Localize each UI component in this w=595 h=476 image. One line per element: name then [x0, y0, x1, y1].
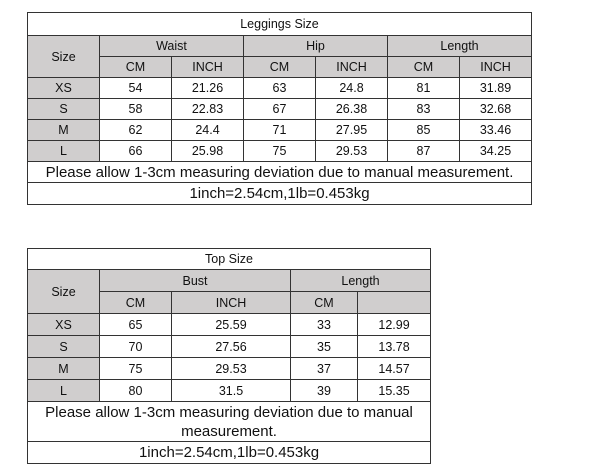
value-cell: 70 [99, 335, 172, 358]
value-cell: 63 [243, 77, 316, 99]
table-row: Top Size [26, 248, 432, 270]
size-header: Size [27, 35, 100, 78]
unit-header: INCH [458, 56, 533, 78]
value-cell: 37 [290, 357, 358, 380]
unit-header: CM [99, 291, 172, 314]
table-row: Please allow 1-3cm measuring deviation d… [26, 161, 533, 183]
table-row: XS 65 25.59 33 12.99 [27, 313, 432, 336]
size-cell: L [27, 140, 100, 162]
value-cell: 32.68 [458, 98, 533, 120]
size-cell: S [27, 335, 100, 358]
unit-header [356, 291, 432, 314]
table-row: Size Bust Length [27, 269, 432, 314]
table-row: Leggings Size [26, 12, 533, 36]
value-cell: 21.26 [171, 77, 244, 99]
table-row: M 75 29.53 37 14.57 [27, 357, 432, 380]
table-row: Size Waist Hip Length [27, 35, 533, 78]
table-row: 1inch=2.54cm,1lb=0.453kg [26, 441, 432, 464]
table-row: Please allow 1-3cm measuring deviation d… [26, 401, 432, 442]
table-row: 1inch=2.54cm,1lb=0.453kg [26, 182, 533, 205]
value-cell: 33 [290, 313, 358, 336]
value-cell: 75 [243, 140, 316, 162]
value-cell: 71 [243, 119, 316, 141]
value-cell: 12.99 [356, 313, 432, 336]
group-header: Waist [99, 35, 244, 57]
value-cell: 27.56 [171, 335, 291, 358]
table-row: CM INCH CM [28, 291, 432, 314]
value-cell: 67 [243, 98, 316, 120]
value-cell: 81 [387, 77, 460, 99]
note: Please allow 1-3cm measuring deviation d… [26, 161, 533, 183]
unit-header: CM [99, 56, 172, 78]
value-cell: 83 [387, 98, 460, 120]
table-row: L 66 25.98 75 29.53 87 34.25 [27, 140, 533, 162]
unit-header: INCH [315, 56, 388, 78]
table-title: Leggings Size [26, 12, 533, 36]
size-cell: M [27, 357, 100, 380]
size-cell: XS [27, 77, 100, 99]
top-table: Top Size Size Bust Length CM INCH CM XS 65 25.59 3… [26, 248, 432, 464]
value-cell: 22.83 [171, 98, 244, 120]
unit-header: CM [387, 56, 460, 78]
value-cell: 87 [387, 140, 460, 162]
unit-header: CM [290, 291, 358, 314]
group-header: Length [386, 35, 533, 57]
value-cell: 39 [290, 379, 358, 402]
value-cell: 65 [99, 313, 172, 336]
size-cell: S [27, 98, 100, 120]
value-cell: 24.8 [315, 77, 388, 99]
value-cell: 62 [99, 119, 172, 141]
table-row: S 58 22.83 67 26.38 83 32.68 [27, 98, 533, 120]
conversion: 1inch=2.54cm,1lb=0.453kg [26, 441, 432, 464]
value-cell: 24.4 [171, 119, 244, 141]
value-cell: 31.89 [458, 77, 533, 99]
value-cell: 54 [99, 77, 172, 99]
value-cell: 13.78 [356, 335, 432, 358]
conversion: 1inch=2.54cm,1lb=0.453kg [26, 182, 533, 205]
value-cell: 85 [387, 119, 460, 141]
value-cell: 25.98 [171, 140, 244, 162]
value-cell: 33.46 [458, 119, 533, 141]
table-row: XS 54 21.26 63 24.8 81 31.89 [27, 77, 533, 99]
table-row: CM INCH CM INCH CM INCH [28, 56, 533, 78]
group-header: Bust [99, 269, 291, 292]
value-cell: 58 [99, 98, 172, 120]
value-cell: 26.38 [315, 98, 388, 120]
value-cell: 29.53 [315, 140, 388, 162]
leggings-table: Leggings Size Size Waist Hip Length CM INCH CM I… [26, 12, 533, 205]
value-cell: 31.5 [171, 379, 291, 402]
value-cell: 27.95 [315, 119, 388, 141]
table-row: L 80 31.5 39 15.35 [27, 379, 432, 402]
unit-header: CM [243, 56, 316, 78]
size-cell: XS [27, 313, 100, 336]
group-header: Hip [243, 35, 388, 57]
value-cell: 29.53 [171, 357, 291, 380]
size-cell: L [27, 379, 100, 402]
value-cell: 15.35 [356, 379, 432, 402]
unit-header: INCH [171, 291, 291, 314]
value-cell: 35 [290, 335, 358, 358]
value-cell: 25.59 [171, 313, 291, 336]
unit-header: INCH [171, 56, 244, 78]
value-cell: 66 [99, 140, 172, 162]
size-header: Size [27, 269, 100, 314]
table-title: Top Size [26, 248, 432, 270]
value-cell: 14.57 [356, 357, 432, 380]
value-cell: 80 [99, 379, 172, 402]
value-cell: 75 [99, 357, 172, 380]
value-cell: 34.25 [458, 140, 533, 162]
note: Please allow 1-3cm measuring deviation d… [26, 401, 432, 442]
size-cell: M [27, 119, 100, 141]
group-header: Length [289, 269, 432, 292]
table-row: M 62 24.4 71 27.95 85 33.46 [27, 119, 533, 141]
table-row: S 70 27.56 35 13.78 [27, 335, 432, 358]
